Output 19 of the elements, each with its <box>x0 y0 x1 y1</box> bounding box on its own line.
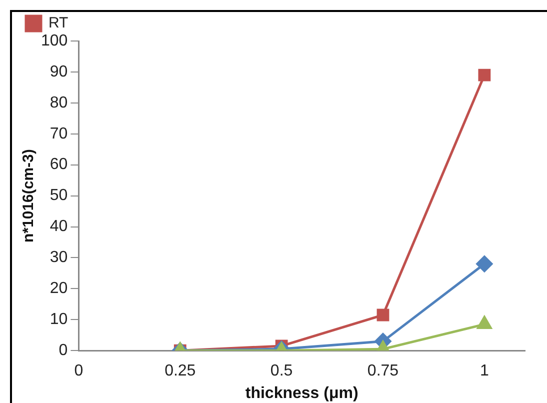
y-axis-title: n*1016(cm-3) <box>20 149 38 242</box>
y-tick-label: 100 <box>40 32 68 50</box>
legend-label: RT <box>48 14 68 32</box>
y-tick-label: 70 <box>50 125 68 142</box>
y-tick-label: 50 <box>50 187 68 204</box>
y-tick-label: 10 <box>50 311 68 328</box>
x-tick-label: 0.25 <box>164 362 196 380</box>
x-tick-label: 0.75 <box>367 362 399 380</box>
y-tick-label: 60 <box>50 156 68 174</box>
y-tick-label: 40 <box>50 218 68 236</box>
x-tick-label: 0.5 <box>270 362 293 380</box>
x-tick-label: 1 <box>480 362 489 380</box>
y-tick-label: 0 <box>58 342 68 360</box>
y-tick-label: 30 <box>50 249 68 266</box>
y-tick-label: 20 <box>50 280 68 298</box>
y-tick-label: 90 <box>50 63 68 80</box>
x-tick-label: 0 <box>74 362 84 380</box>
x-axis-title: thickness (μm) <box>245 384 358 402</box>
y-tick-label: 80 <box>50 94 68 112</box>
